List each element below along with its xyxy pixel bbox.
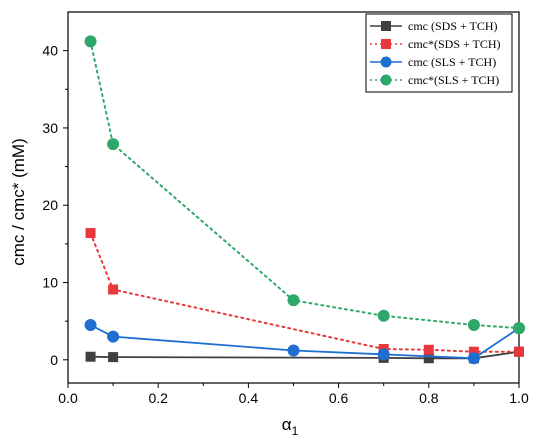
data-point-square <box>423 353 434 364</box>
x-tick-label: 0.6 <box>329 390 349 406</box>
data-point-circle <box>467 352 480 365</box>
legend-marker-circle <box>380 56 392 68</box>
x-axis-title-main: α <box>282 415 292 434</box>
y-tick-label: 0 <box>50 352 58 368</box>
x-tick-label: 0.2 <box>148 390 168 406</box>
data-point-square <box>85 228 96 239</box>
legend-label: cmc*(SDS + TCH) <box>408 37 501 51</box>
data-point-square <box>85 351 96 362</box>
y-axis-title: cmc / cmc* (mM) <box>9 138 28 265</box>
legend-label: cmc (SLS + TCH) <box>408 55 496 69</box>
legend-entry: cmc*(SDS + TCH) <box>370 37 501 51</box>
data-point-square <box>514 346 524 357</box>
data-point-square <box>108 352 119 363</box>
data-point-circle <box>377 348 390 361</box>
series-4 <box>84 35 525 335</box>
legend: cmc (SDS + TCH) cmc*(SDS + TCH) cmc (SLS +… <box>365 13 513 93</box>
x-tick-label: 1.0 <box>509 390 529 406</box>
legend-marker-square <box>381 39 391 49</box>
data-point-circle <box>377 309 390 322</box>
series-line <box>89 40 520 330</box>
x-tick-label: 0.4 <box>239 390 259 406</box>
data-point-circle <box>84 35 97 48</box>
data-point-square <box>423 344 434 355</box>
x-tick-label: 0.0 <box>58 390 78 406</box>
data-point-circle <box>287 344 300 357</box>
series-line <box>89 232 520 353</box>
y-axis: 0 10 20 30 40 <box>42 43 68 368</box>
x-tick-label: 0.8 <box>419 390 439 406</box>
series-1 <box>85 346 524 364</box>
y-tick-label: 30 <box>42 120 58 136</box>
legend-label: cmc (SDS + TCH) <box>408 19 498 33</box>
data-point-circle <box>467 319 480 332</box>
legend-entry: cmc (SLS + TCH) <box>370 55 496 69</box>
y-tick-label: 40 <box>42 43 58 59</box>
series-layer <box>84 35 525 365</box>
y-tick-label: 10 <box>42 275 58 291</box>
x-axis: 0.0 0.2 0.4 0.6 0.8 1.0 <box>58 383 529 406</box>
legend-entry: cmc (SDS + TCH) <box>370 19 498 33</box>
legend-marker-square <box>381 21 391 31</box>
data-point-circle <box>107 330 120 343</box>
series-2 <box>85 228 524 357</box>
legend-entry: cmc*(SLS + TCH) <box>370 73 499 87</box>
y-tick-label: 20 <box>42 197 58 213</box>
data-point-circle <box>287 294 300 307</box>
data-point-square <box>108 284 119 295</box>
x-axis-title: α1 <box>282 415 299 438</box>
data-point-circle <box>84 319 97 332</box>
x-axis-title-subscript: 1 <box>292 424 299 438</box>
legend-marker-circle <box>380 74 392 86</box>
data-point-square <box>468 346 479 357</box>
legend-label: cmc*(SLS + TCH) <box>408 73 499 87</box>
data-point-circle <box>107 138 120 151</box>
data-point-circle <box>513 322 525 335</box>
series-line <box>90 324 520 360</box>
